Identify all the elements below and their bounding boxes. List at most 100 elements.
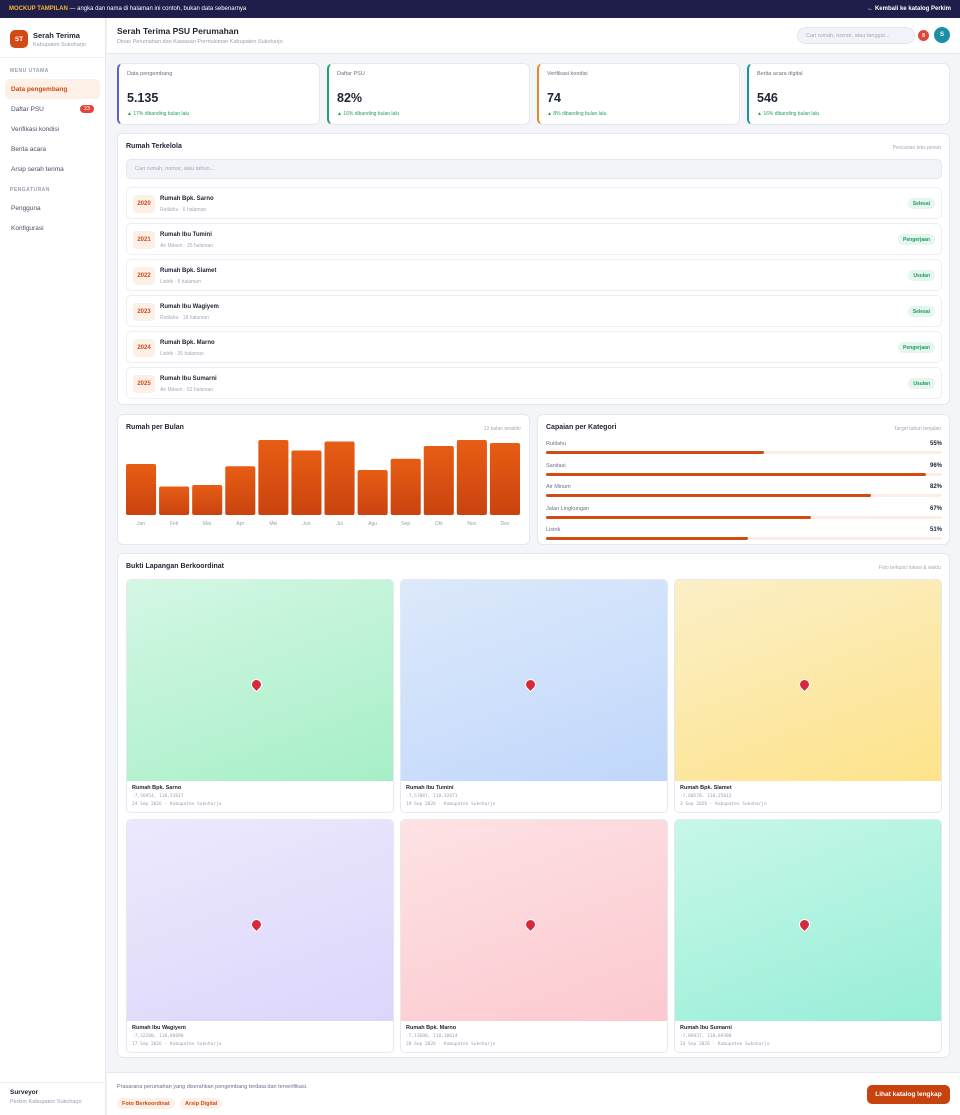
panel-title: Bukti Lapangan Berkoordinat [126,563,225,570]
photo-card[interactable]: Rumah Bpk. Sarno -7,56954, 110,31617 24 … [126,579,394,813]
photo-coordinates: -7,13600, 110,10614 [406,1034,458,1039]
category-row: Jalan Lingkungan 67% [546,506,942,526]
bar-agu [357,470,388,515]
photo-date: 24 Sep 2026 · Kabupaten Sukoharjo [680,1042,770,1047]
panel-title: Rumah Terkelola [126,143,182,150]
house-name: Rumah Bpk. Sarno [160,196,214,202]
sidebar-item-pengguna[interactable]: Pengguna [5,198,100,218]
houses-panel: Rumah Terkelola Pencarian teks penuh 202… [117,133,950,405]
sidebar-item-label: Data pengembang [11,85,68,93]
global-search-input[interactable] [797,27,915,44]
photo-card[interactable]: Rumah Ibu Wagiyem -7,32200, 110,80690 17… [126,819,394,1053]
progress-fill [546,472,927,476]
x-tick-label: Jul [336,521,342,527]
year-badge: 2021 [133,231,155,249]
sidebar-item-data-pengembang[interactable]: Data pengembang [5,79,100,99]
house-meta: Listrik · 6 halaman [160,279,201,285]
brand[interactable]: ST Serah Terima Kabupaten Sukoharjo [0,18,105,58]
stat-card-daftar-psu: Daftar PSU 82% ▲ 16% dibanding bulan lal… [327,63,530,125]
sidebar-item-daftar-psu[interactable]: Daftar PSU 23 [5,99,100,119]
stat-label: Data pengembang [127,71,173,77]
photo-coordinates: -7,09437, 110,69308 [680,1034,732,1039]
x-tick-label: Agu [368,521,377,527]
view-catalog-button[interactable]: Lihat katalog lengkap [867,1085,950,1104]
house-meta: Listrik · 26 halaman [160,351,204,357]
sidebar-item-label: Pengguna [11,204,41,212]
category-value: 96% [929,462,942,469]
bar-mar [192,485,223,515]
photo-date: 19 Sep 2026 · Kabupaten Sukoharjo [406,802,496,807]
photo-card[interactable]: Rumah Bpk. Slamet -7,60570, 110,25012 3 … [674,579,942,813]
year-badge: 2025 [133,375,155,393]
chip-arsip-digital: Arsip Digital [180,1098,223,1109]
sidebar-item-konfigurasi[interactable]: Konfigurasi [5,218,100,238]
sidebar-item-arsip-serah-terima[interactable]: Arsip serah terima [5,159,100,179]
sidebar-item-label: Verifikasi kondisi [11,125,60,133]
list-item[interactable]: 2024 Rumah Bpk. Marno Listrik · 26 halam… [126,331,942,363]
page-footer: Prasarana perumahan yang diserahkan peng… [107,1072,960,1115]
progress-track [546,494,942,497]
x-tick-label: Apr [236,521,244,527]
list-item[interactable]: 2023 Rumah Ibu Wagiyem Rutilahu · 18 hal… [126,295,942,327]
bar-nov [456,440,487,515]
house-name: Rumah Ibu Sumarni [160,376,217,382]
year-badge: 2020 [133,195,155,213]
panel-hint: Target tahun berjalan [894,426,941,432]
photo-date: 24 Sep 2026 · Kabupaten Sukoharjo [132,802,222,807]
photo-image [127,820,393,1021]
category-row: Sanitasi 96% [546,463,942,483]
category-value: 82% [929,484,942,490]
panel-hint: 12 bulan terakhir [483,426,521,432]
photo-image [675,580,941,781]
status-badge: Pengerjaan [898,342,935,353]
list-item[interactable]: 2025 Rumah Ibu Sumarni Air Minum · 62 ha… [126,367,942,399]
sidebar-item-verifikasi-kondisi[interactable]: Verifikasi kondisi [5,119,100,139]
brand-logo: ST [10,30,28,48]
year-badge: 2022 [133,267,155,285]
user-role: Surveyor [10,1089,39,1096]
evidence-panel: Bukti Lapangan Berkoordinat Foto terkunc… [117,553,950,1058]
bar-jan [126,464,157,515]
bar-des [489,443,520,515]
progress-fill [546,515,812,519]
list-item[interactable]: 2022 Rumah Bpk. Slamet Listrik · 6 halam… [126,259,942,291]
panel-hint: Pencarian teks penuh [892,145,941,151]
monthly-bar-chart: Jan Feb Mar Apr Mei Jun Jul Agu Sep Okt Nov Des [126,440,520,527]
sidebar-item-berita-acara[interactable]: Berita acara [5,139,100,159]
x-tick-label: Sep [401,521,410,527]
house-meta: Rutilahu · 6 halaman [160,207,207,213]
sidebar-item-label: Arsip serah terima [11,165,64,173]
house-name: Rumah Ibu Tumini [160,232,212,238]
chip-foto-berkoordinat: Foto Berkoordinat [117,1098,175,1109]
photo-coordinates: -7,56954, 110,31617 [132,794,184,799]
photo-card[interactable]: Rumah Ibu Tumini -7,57087, 110,32671 19 … [400,579,668,813]
category-row: Rutilahu 55% [546,441,942,461]
photo-card[interactable]: Rumah Bpk. Marno -7,13600, 110,10614 20 … [400,819,668,1053]
banner-text: — angka dan nama di halaman ini contoh, … [67,6,247,12]
sidebar-item-label: Daftar PSU [11,105,44,113]
status-badge: Selesai [907,306,935,317]
bar-sep [390,458,421,515]
photo-card[interactable]: Rumah Ibu Sumarni -7,09437, 110,69308 24… [674,819,942,1053]
stat-value: 82% [337,91,363,105]
photo-coordinates: -7,32200, 110,80690 [132,1034,184,1039]
house-meta: Air Minum · 62 halaman [160,387,214,393]
footer-text: Prasarana perumahan yang diserahkan peng… [117,1084,308,1090]
list-item[interactable]: 2021 Rumah Ibu Tumini Air Minum · 25 hal… [126,223,942,255]
photo-coordinates: -7,57087, 110,32671 [406,794,458,799]
nav-section-main: MENU UTAMA [10,68,49,74]
page-header: Serah Terima PSU Perumahan Dinas Perumah… [107,18,960,54]
x-tick-label: Jan [137,521,145,527]
notification-badge[interactable]: 8 [918,30,929,41]
banner-tag: MOCKUP TAMPILAN [9,6,68,12]
page-subtitle: Dinas Perumahan dan Kawasan Permukiman K… [117,39,283,45]
back-to-catalog-link[interactable]: ← Kembali ke katalog Perkim [867,6,951,12]
bar-apr [225,466,256,515]
house-search-input[interactable] [126,159,942,179]
progress-fill [546,537,748,540]
list-item[interactable]: 2020 Rumah Bpk. Sarno Rutilahu · 6 halam… [126,187,942,219]
category-value: 55% [929,441,942,447]
bar-mei [258,440,289,515]
avatar[interactable]: S [934,27,950,43]
stat-trend: ▲ 17% dibanding bulan lalu [127,111,190,117]
